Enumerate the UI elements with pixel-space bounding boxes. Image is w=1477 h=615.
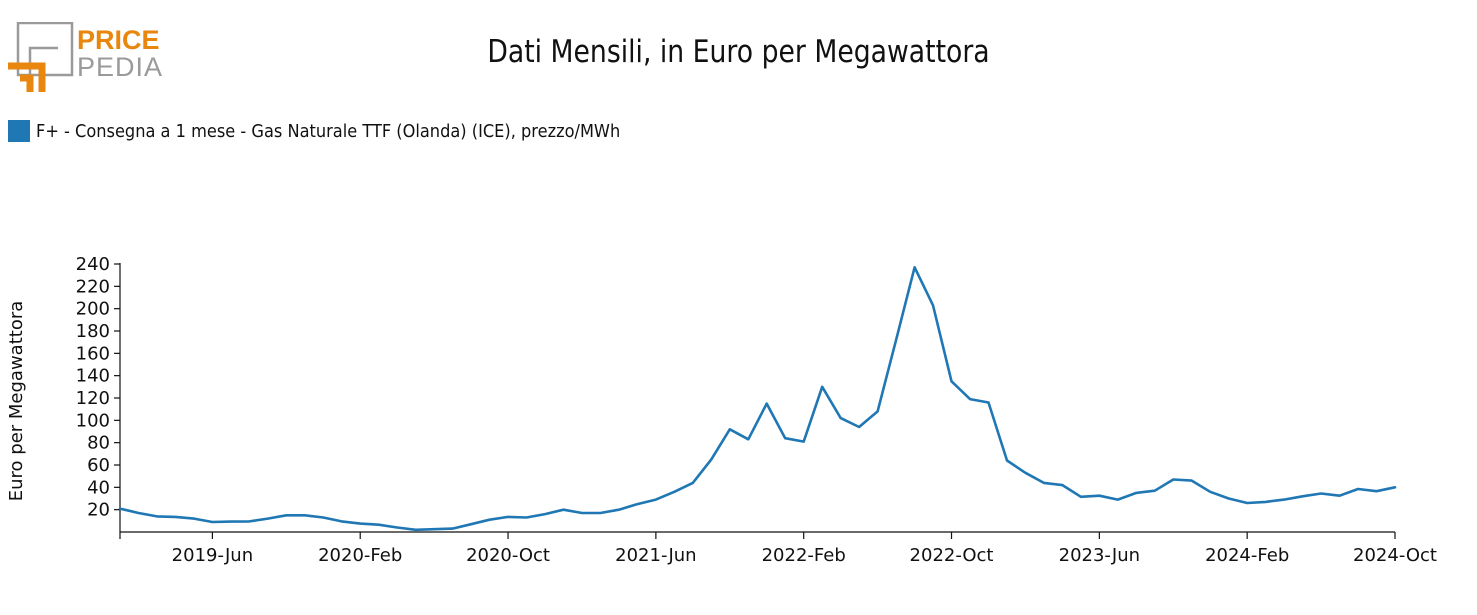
- x-tick-label: 2021-Jun: [615, 545, 696, 566]
- y-tick-label: 160: [76, 343, 110, 364]
- y-tick-label: 120: [76, 388, 110, 409]
- x-tick-label: 2019-Jun: [172, 545, 253, 566]
- y-tick-label: 40: [87, 477, 110, 498]
- series-line-ttf: [118, 265, 1397, 532]
- x-tick-label: 2023-Jun: [1059, 545, 1140, 566]
- y-axis-label: Euro per Megawattora: [6, 301, 27, 502]
- y-tick-label: 60: [87, 455, 110, 476]
- series-layer: [118, 265, 1397, 532]
- logo-bracket-orange-large: [8, 62, 46, 92]
- x-tick-label: 2024-Oct: [1353, 545, 1437, 566]
- logo-text-pedia: PEDIA: [77, 52, 163, 82]
- chart-title: Dati Mensili, in Euro per Megawattora: [487, 34, 990, 70]
- logo-bracket-orange-small: [20, 74, 34, 92]
- y-tick-label: 220: [76, 276, 110, 297]
- x-axis: 2019-Jun 2020-Feb 2020-Oct 2021-Jun 2022-Feb…: [119, 531, 1437, 566]
- pricepedia-logo: PRICE PEDIA: [8, 22, 163, 92]
- y-tick-label: 200: [76, 299, 110, 320]
- x-tick-label: 2022-Oct: [910, 545, 994, 566]
- x-tick-label: 2024-Feb: [1205, 545, 1289, 566]
- y-tick-label: 140: [76, 366, 110, 387]
- y-tick-label: 240: [76, 254, 110, 275]
- logo-text-price: PRICE: [77, 25, 160, 55]
- y-tick-label: 80: [87, 433, 110, 454]
- y-tick-label: 100: [76, 410, 110, 431]
- x-tick-label: 2022-Feb: [762, 545, 846, 566]
- legend[interactable]: F+ - Consegna a 1 mese - Gas Naturale TT…: [8, 120, 685, 142]
- legend-label: F+ - Consegna a 1 mese - Gas Naturale TT…: [36, 120, 621, 142]
- x-tick-label: 2020-Feb: [318, 545, 402, 566]
- y-tick-label: 180: [76, 321, 110, 342]
- x-tick-label: 2020-Oct: [466, 545, 550, 566]
- y-tick-label: 20: [87, 500, 110, 521]
- legend-swatch: [8, 120, 30, 142]
